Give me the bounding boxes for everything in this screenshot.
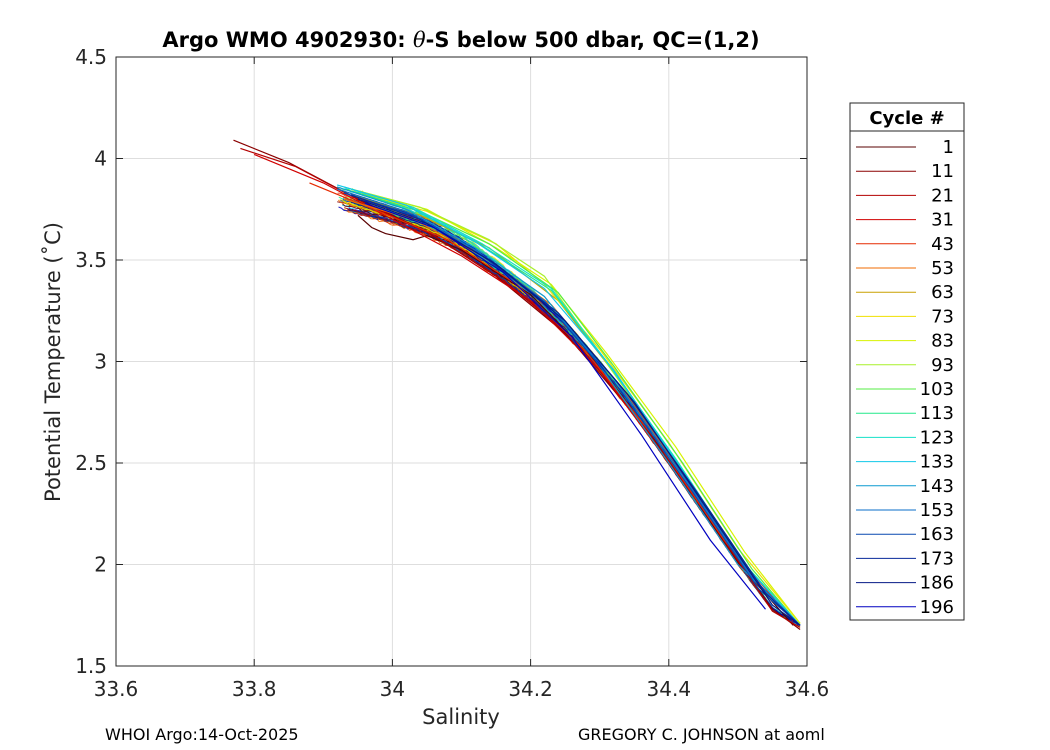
y-tick-label: 1.5 <box>75 654 107 678</box>
legend-label: 196 <box>920 597 954 618</box>
legend-label: 31 <box>931 210 954 231</box>
legend-label: 133 <box>920 452 954 473</box>
y-tick-label: 3.5 <box>75 248 107 272</box>
chart-title-prefix: Argo WMO 4902930: <box>162 28 413 52</box>
y-axis-label: Potential Temperature (˚C) <box>41 222 65 502</box>
cycle-series-line <box>240 147 801 628</box>
legend-label: 21 <box>931 185 954 206</box>
legend-label: 43 <box>931 234 954 255</box>
legend-label: 63 <box>931 282 954 303</box>
x-tick-label: 34.6 <box>785 677 830 701</box>
y-tick-label: 2 <box>94 553 107 577</box>
legend-label: 143 <box>920 476 954 497</box>
chart-title-theta: θ <box>413 28 426 52</box>
legend-label: 93 <box>931 355 954 376</box>
legend-label: 173 <box>920 548 954 569</box>
legend-label: 186 <box>920 573 954 594</box>
legend-label: 11 <box>931 161 954 182</box>
ticks: 33.6 33.8 34 34.2 34.4 34.6 1.5 2 2.5 3 3.5 4 4.5 <box>75 45 829 701</box>
y-tick-label: 3 <box>94 350 107 374</box>
legend-label: 73 <box>931 306 954 327</box>
legend-entries: 1112131435363738393103113123133143153163… <box>856 137 954 618</box>
cycle-series-line <box>364 202 766 610</box>
legend: Cycle # 11121314353637383931031131231331… <box>849 102 965 621</box>
legend-label: 163 <box>920 524 954 545</box>
x-tick-label: 34.2 <box>508 677 553 701</box>
chart-title-suffix: -S below 500 dbar, QC=(1,2) <box>426 28 760 52</box>
data-curves <box>233 139 801 630</box>
x-tick-label: 33.8 <box>232 677 277 701</box>
y-tick-label: 2.5 <box>75 451 107 475</box>
grid <box>116 57 807 666</box>
legend-label: 123 <box>920 427 954 448</box>
legend-label: 103 <box>920 379 954 400</box>
legend-title: Cycle # <box>869 108 944 129</box>
legend-label: 153 <box>920 500 954 521</box>
legend-label: 53 <box>931 258 954 279</box>
legend-label: 83 <box>931 331 954 352</box>
x-tick-label: 34 <box>380 677 405 701</box>
y-tick-label: 4 <box>94 147 107 171</box>
x-tick-label: 33.6 <box>94 677 139 701</box>
chart-title: Argo WMO 4902930: θ-S below 500 dbar, QC… <box>162 28 759 52</box>
y-tick-label: 4.5 <box>75 45 107 69</box>
x-tick-label: 34.4 <box>647 677 692 701</box>
footer-right-text: GREGORY C. JOHNSON at aoml <box>578 725 825 744</box>
legend-label: 1 <box>943 137 954 158</box>
x-axis-label: Salinity <box>422 705 500 729</box>
footer-left-text: WHOI Argo:14-Oct-2025 <box>105 725 299 744</box>
legend-label: 113 <box>920 403 954 424</box>
